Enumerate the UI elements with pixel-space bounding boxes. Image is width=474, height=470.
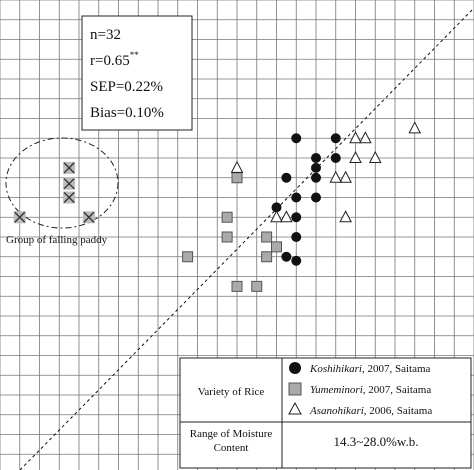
point-yumeminori bbox=[251, 280, 263, 292]
point-yumeminori bbox=[231, 280, 243, 292]
legend-marker-yumeminori bbox=[288, 382, 302, 396]
point-yumeminori bbox=[261, 251, 273, 263]
point-asanohikari bbox=[230, 160, 244, 173]
point-asanohikari bbox=[349, 150, 362, 163]
range-label-line1: Range of Moisture bbox=[190, 428, 273, 440]
stat-bias: Bias=0.10% bbox=[90, 105, 164, 121]
point-koshihikari bbox=[291, 192, 302, 203]
point-asanohikari bbox=[368, 150, 382, 163]
point-koshihikari bbox=[291, 133, 302, 144]
point-asanohikari bbox=[270, 210, 283, 223]
point-asanohikari bbox=[339, 210, 352, 223]
point-yumeminori bbox=[221, 231, 233, 243]
stat-sep: SEP=0.22% bbox=[90, 79, 163, 95]
point-koshihikari bbox=[311, 162, 321, 173]
point-asanohikari bbox=[339, 170, 352, 183]
range-label-line2: Content bbox=[214, 442, 249, 454]
stat-n: n=32 bbox=[90, 27, 121, 43]
point-koshihikari bbox=[311, 192, 321, 203]
point-asanohikari bbox=[280, 210, 293, 223]
legend-marker-koshihikari bbox=[289, 362, 301, 374]
point-koshihikari bbox=[291, 232, 302, 242]
point-yumeminori bbox=[271, 241, 282, 253]
point-koshihikari bbox=[281, 172, 292, 183]
point-asanohikari bbox=[408, 121, 422, 134]
point-koshihikari bbox=[291, 255, 302, 266]
point-asanohikari bbox=[349, 131, 362, 144]
legend-table: Variety of Rice Koshihikari, 2007, Saita… bbox=[179, 357, 472, 469]
falling-paddy-ellipse bbox=[5, 137, 119, 229]
point-falling-paddy bbox=[82, 211, 95, 224]
point-koshihikari bbox=[271, 202, 282, 213]
legend-marker-asanohikari bbox=[288, 401, 302, 415]
point-koshihikari bbox=[311, 153, 321, 163]
legend-row-label: Variety of Rice bbox=[198, 386, 265, 398]
falling-paddy-label: Group of falling paddy bbox=[6, 234, 108, 246]
point-asanohikari bbox=[329, 170, 343, 183]
point-yumeminori bbox=[231, 172, 243, 184]
point-yumeminori bbox=[182, 251, 194, 263]
point-falling-paddy bbox=[63, 177, 76, 190]
point-yumeminori bbox=[261, 231, 273, 243]
point-asanohikari bbox=[359, 131, 372, 144]
point-koshihikari bbox=[330, 153, 341, 163]
range-value: 14.3~28.0%w.b. bbox=[334, 434, 419, 449]
legend-entry-koshihikari: Koshihikari, 2007, Saitama bbox=[309, 363, 431, 375]
point-koshihikari bbox=[291, 212, 302, 223]
point-falling-paddy bbox=[63, 191, 76, 204]
point-koshihikari bbox=[330, 133, 341, 144]
data-points bbox=[13, 121, 422, 292]
legend-entry-asanohikari: Asanohikari, 2006, Saitama bbox=[309, 405, 432, 417]
point-yumeminori bbox=[221, 211, 233, 223]
point-koshihikari bbox=[281, 251, 292, 262]
stat-r: r=0.65** bbox=[90, 50, 139, 69]
legend-entry-yumeminori: Yumeminori, 2007, Saitama bbox=[310, 384, 431, 396]
point-falling-paddy bbox=[13, 211, 26, 224]
point-falling-paddy bbox=[63, 161, 76, 174]
point-koshihikari bbox=[311, 172, 321, 183]
stats-box: n=32 r=0.65** SEP=0.22% Bias=0.10% bbox=[81, 15, 193, 131]
